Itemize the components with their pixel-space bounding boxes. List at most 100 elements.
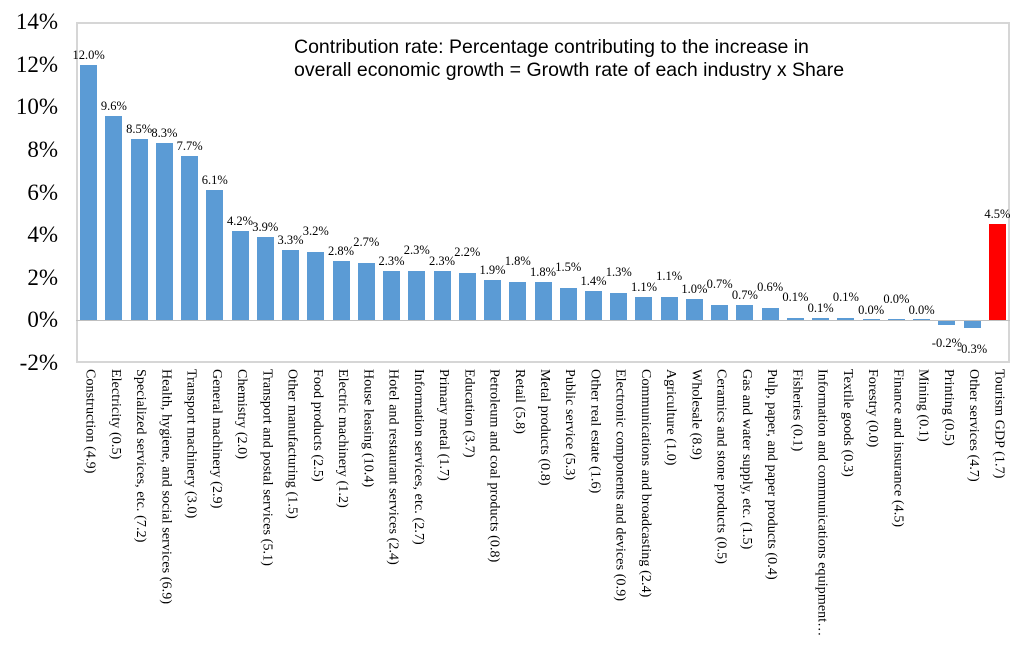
bar-value-label: 0.0% xyxy=(883,292,910,307)
bar-value-label: 0.7% xyxy=(731,288,758,303)
category-label: Specialized services, etc. (7.2) xyxy=(133,369,149,543)
bar-highlight xyxy=(988,224,1006,321)
bar xyxy=(559,288,577,321)
bar xyxy=(433,271,451,321)
bar xyxy=(130,139,148,321)
category-label: Tourism GDP (1.7) xyxy=(991,369,1007,479)
bar-value-label: 3.9% xyxy=(252,220,279,235)
annotation-line-2: overall economic growth = Growth rate of… xyxy=(294,59,845,81)
bar xyxy=(786,318,804,321)
bar xyxy=(534,282,552,321)
bar-value-label: 1.4% xyxy=(580,273,607,288)
y-tick-label: 10% xyxy=(15,94,58,120)
category-label: House leasing (10.4) xyxy=(360,369,376,488)
category-label: Mining (0.1) xyxy=(915,369,931,442)
bar-value-label: 12.0% xyxy=(72,47,105,62)
zero-axis-line xyxy=(76,319,1010,322)
bar-value-label: 7.7% xyxy=(176,139,203,154)
bar-value-label: 0.0% xyxy=(858,303,885,318)
bar xyxy=(155,143,173,321)
bar xyxy=(761,307,779,321)
bar xyxy=(584,290,602,321)
bar xyxy=(837,318,855,321)
category-label: Food products (2.5) xyxy=(309,369,325,482)
bar xyxy=(282,250,300,321)
bar xyxy=(610,292,628,321)
category-label: Petroleum and coal products (0.8) xyxy=(486,369,502,563)
bar xyxy=(484,279,501,321)
category-label: Electric machinery (1.2) xyxy=(335,369,351,508)
bar-value-label: 3.2% xyxy=(302,224,329,239)
bar-value-label: 0.6% xyxy=(757,279,784,294)
bar-value-label: 4.2% xyxy=(227,213,254,228)
y-tick-label: 14% xyxy=(15,9,58,34)
bar xyxy=(736,305,754,321)
category-label: Wholesale (8.9) xyxy=(688,369,704,460)
category-label: Education (3.7) xyxy=(461,369,477,458)
y-tick-label: 8% xyxy=(27,136,58,162)
bar xyxy=(660,296,678,321)
category-label: Electricity (0.5) xyxy=(107,369,123,460)
chart-annotation: Contribution rate: Percentage contributi… xyxy=(294,36,844,82)
bar-value-label: 4.5% xyxy=(984,207,1011,222)
bar-value-label: 2.2% xyxy=(454,245,481,260)
bar-value-label: 0.1% xyxy=(807,301,834,316)
category-label: Primary metal (1.7) xyxy=(436,369,452,481)
annotation-line-1: Contribution rate: Percentage contributi… xyxy=(294,36,809,58)
bar-value-label: 6.1% xyxy=(201,173,228,188)
category-label: Other real estate (1.6) xyxy=(587,369,603,494)
y-tick-label: 2% xyxy=(27,264,58,290)
bar xyxy=(332,260,350,321)
bar xyxy=(357,262,375,321)
bar-value-label: 2.7% xyxy=(353,234,380,249)
bar-value-label: 0.1% xyxy=(782,290,809,305)
bar-value-label: 1.5% xyxy=(555,260,582,275)
bar xyxy=(206,190,224,321)
bar-value-label: 0.7% xyxy=(706,277,733,292)
bar xyxy=(307,252,325,321)
category-label: Retail (5.8) xyxy=(511,369,527,434)
bar-value-label: -0.3% xyxy=(957,341,988,356)
bar xyxy=(256,237,274,321)
bar-value-label: 2.3% xyxy=(378,254,405,269)
category-label: Construction (4.9) xyxy=(82,369,98,474)
category-label: General machinery (2.9) xyxy=(208,369,224,509)
bar xyxy=(383,271,401,321)
category-label: Other services (4.7) xyxy=(966,369,982,482)
bar-value-label: 1.8% xyxy=(529,265,557,279)
bar-value-label: 2.3% xyxy=(403,243,430,258)
bar-value-label: 1.9% xyxy=(479,262,506,277)
category-label: Transport and postal services (5.1) xyxy=(259,369,275,567)
category-label: Forestry (0.0) xyxy=(865,369,881,448)
category-label: Ceramics and stone products (0.5) xyxy=(713,369,729,564)
category-label: Electronic components and devices (0.9) xyxy=(612,369,628,602)
bar xyxy=(938,321,956,326)
category-label: Health, hygiene, and social services (6.… xyxy=(158,369,174,605)
category-label: Metal products (0.8) xyxy=(537,369,552,486)
category-label: Chemistry (2.0) xyxy=(234,369,250,460)
bar-value-label: 1.8% xyxy=(504,254,531,268)
bar-value-label: 1.1% xyxy=(656,268,683,283)
y-tick-label: 0% xyxy=(27,307,58,333)
bar xyxy=(231,230,249,321)
bar-value-label: 2.8% xyxy=(328,243,355,258)
bar xyxy=(685,299,703,321)
plot-area xyxy=(76,22,1010,363)
bar-value-label: 0.0% xyxy=(908,303,935,318)
bar-value-label: 1.1% xyxy=(630,279,657,294)
category-label: Finance and insurance (4.5) xyxy=(890,369,906,528)
bar xyxy=(458,273,476,321)
bar-value-label: 2.3% xyxy=(428,254,456,269)
category-label: Other manufacturing (1.5) xyxy=(284,369,300,519)
bar-value-label: 9.6% xyxy=(100,98,127,113)
bar xyxy=(408,271,426,321)
bar-value-label: 0.1% xyxy=(832,290,859,305)
bar xyxy=(509,282,527,321)
category-label: Transport machinery (3.0) xyxy=(183,369,199,519)
category-label: Gas and water supply, etc. (1.5) xyxy=(738,369,754,550)
category-label: Pulp, paper, and paper products (0.4) xyxy=(764,369,780,580)
bar xyxy=(812,318,830,321)
bar xyxy=(711,305,729,321)
category-label: Hotel and restaurant services (2.4) xyxy=(385,369,401,565)
